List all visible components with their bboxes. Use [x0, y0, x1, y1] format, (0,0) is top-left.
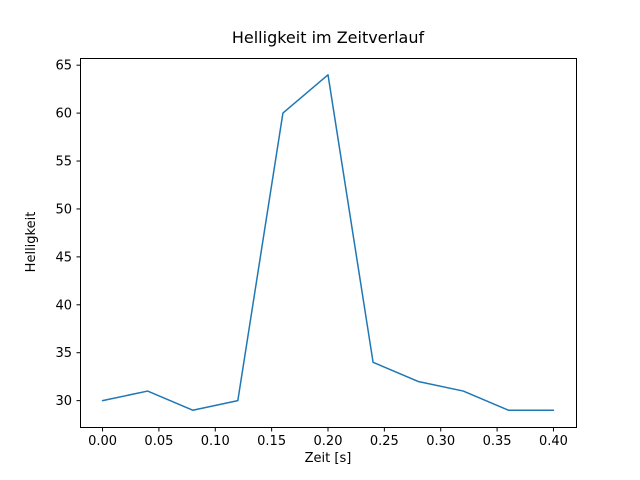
x-tick-label: 0.35 [483, 434, 512, 449]
chart-title: Helligkeit im Zeitverlauf [231, 28, 425, 47]
y-tick-label: 60 [55, 107, 72, 122]
y-tick-label: 55 [55, 155, 72, 170]
x-tick-label: 0.10 [201, 434, 230, 449]
y-tick-label: 65 [55, 59, 72, 74]
y-tick-label: 45 [55, 250, 72, 265]
x-tick-label: 0.00 [88, 434, 117, 449]
x-tick-label: 0.40 [539, 434, 568, 449]
x-tick-label: 0.30 [426, 434, 455, 449]
y-tick-label: 40 [55, 298, 72, 313]
y-tick-label: 30 [55, 394, 72, 409]
y-tick-label: 35 [55, 346, 72, 361]
x-tick-label: 0.05 [144, 434, 173, 449]
data-line [101, 74, 555, 411]
x-tick-label: 0.25 [370, 434, 399, 449]
y-tick-label: 50 [55, 202, 72, 217]
x-tick-label: 0.20 [314, 434, 343, 449]
plot-border [80, 58, 577, 428]
x-tick-label: 0.15 [257, 434, 286, 449]
y-axis-label: Helligkeit [24, 211, 39, 273]
x-axis-label: Zeit [s] [304, 451, 352, 466]
